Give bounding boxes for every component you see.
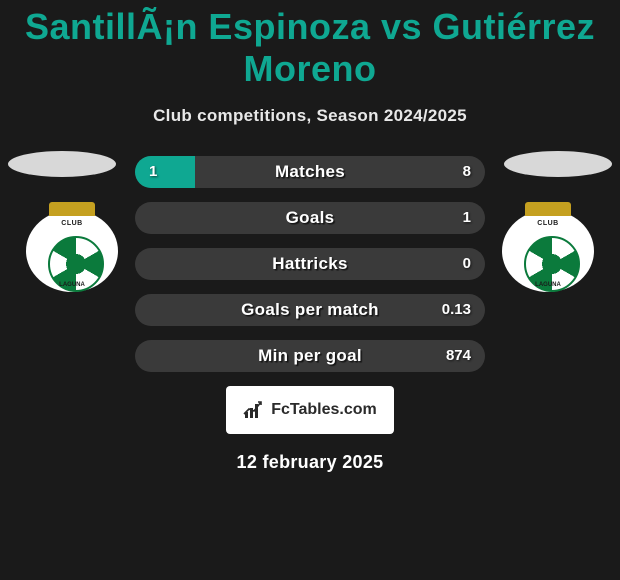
club-crest-left: CLUB LAGUNA <box>22 204 122 294</box>
subtitle: Club competitions, Season 2024/2025 <box>0 106 620 126</box>
player-photo-placeholder-right <box>504 151 612 177</box>
stat-value-right: 1 <box>463 202 471 234</box>
stat-row: Min per goal874 <box>135 340 485 372</box>
stat-value-right: 8 <box>463 156 471 188</box>
crest-text-top: CLUB <box>502 220 594 227</box>
stat-row: Hattricks0 <box>135 248 485 280</box>
date-label: 12 february 2025 <box>10 452 610 473</box>
stat-label: Min per goal <box>135 340 485 372</box>
stat-label: Matches <box>135 156 485 188</box>
stat-bars: 1Matches8Goals1Hattricks0Goals per match… <box>135 156 485 372</box>
crest-text-bottom: LAGUNA <box>502 282 594 288</box>
crest-crown-icon <box>525 202 571 216</box>
crest-crown-icon <box>49 202 95 216</box>
stat-label: Goals <box>135 202 485 234</box>
bar-chart-icon <box>243 400 265 420</box>
crest-text-bottom: LAGUNA <box>26 282 118 288</box>
stat-value-right: 0.13 <box>442 294 471 326</box>
stat-label: Hattricks <box>135 248 485 280</box>
stat-row: Goals per match0.13 <box>135 294 485 326</box>
page-title: SantillÃ¡n Espinoza vs Gutiérrez Moreno <box>0 0 620 90</box>
stat-label: Goals per match <box>135 294 485 326</box>
stat-value-right: 874 <box>446 340 471 372</box>
stat-row: 1Matches8 <box>135 156 485 188</box>
brand-box[interactable]: FcTables.com <box>226 386 394 434</box>
brand-text: FcTables.com <box>271 401 377 419</box>
player-photo-placeholder-left <box>8 151 116 177</box>
club-crest-right: CLUB LAGUNA <box>498 204 598 294</box>
comparison-area: CLUB LAGUNA CLUB LAGUNA 1Matches8Goals1H… <box>0 156 620 473</box>
stat-value-right: 0 <box>463 248 471 280</box>
crest-text-top: CLUB <box>26 220 118 227</box>
stat-row: Goals1 <box>135 202 485 234</box>
